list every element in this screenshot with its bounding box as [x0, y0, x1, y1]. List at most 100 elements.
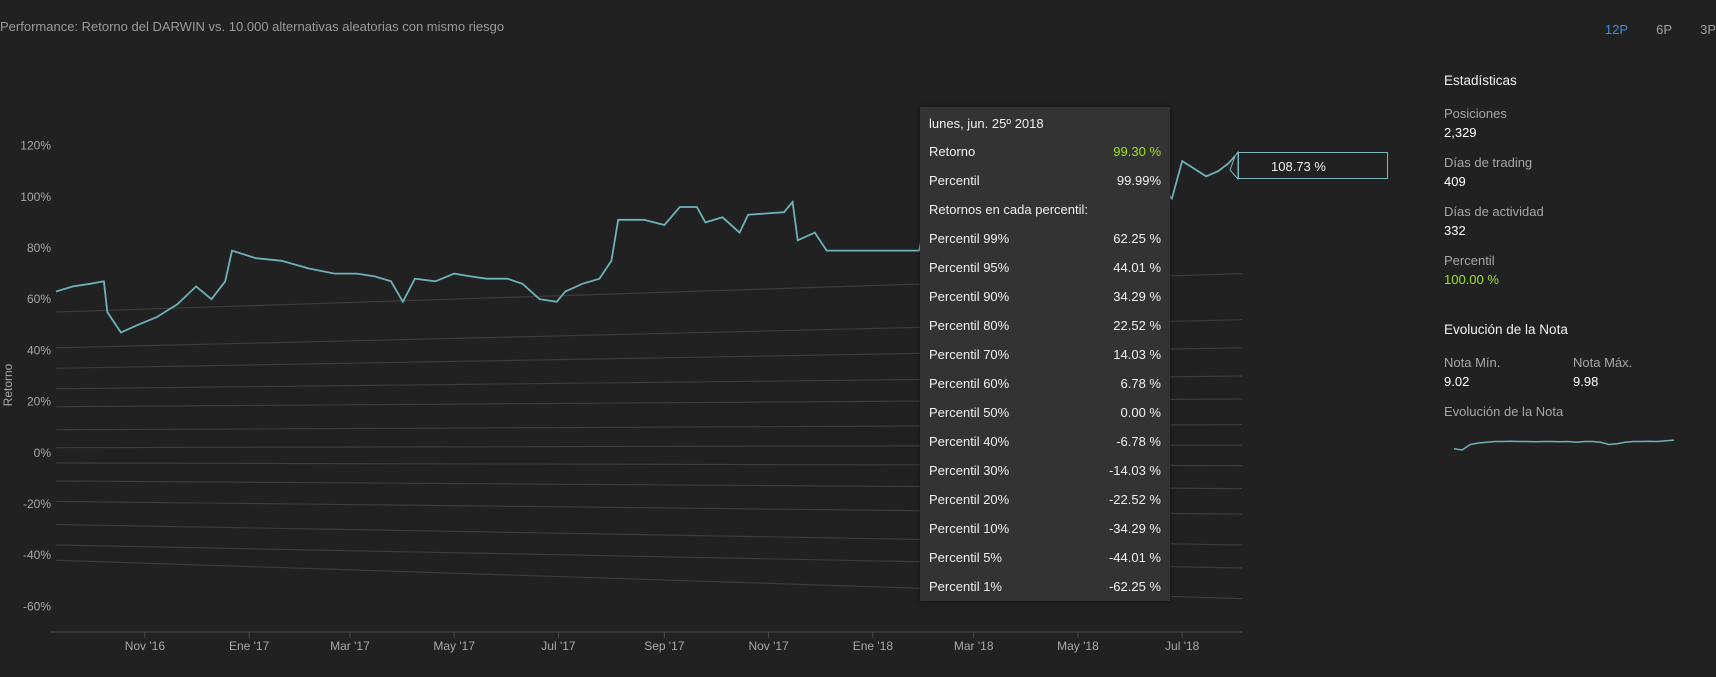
tooltip-date: lunes, jun. 25º 2018: [929, 116, 1044, 131]
tooltip-section-label: Retornos en cada percentil:: [929, 202, 1088, 217]
tooltip-percentile-label: Percentil 40%: [929, 434, 1010, 449]
y-tick-label-3: 0%: [34, 446, 52, 460]
y-tick-label-5: 40%: [27, 343, 51, 357]
dias-trading-label: Días de trading: [1444, 155, 1533, 170]
tooltip-percentile-row: Percentil 30% -14.03 %: [929, 463, 1161, 478]
tooltip-percentile-row: Percentil 80% 22.52 %: [929, 318, 1161, 333]
tooltip-percentile-row: Percentil 40% -6.78 %: [929, 434, 1161, 449]
tooltip-percentile-row: Percentil 70% 14.03 %: [929, 347, 1161, 362]
tooltip-percentile-label: Percentil 10%: [929, 521, 1010, 536]
nota-sparkline: [1453, 439, 1675, 451]
tooltip-percentile-value: -22.52 %: [1108, 492, 1161, 507]
tooltip-percentile-value: -14.03 %: [1108, 463, 1161, 478]
hover-marker: [1229, 150, 1239, 181]
y-tick-label-8: 100%: [20, 190, 51, 204]
period-selector: 12P 6P 3P: [1584, 22, 1716, 37]
nota-min-value: 9.02: [1444, 374, 1470, 389]
nota-heading: Evolución de la Nota: [1444, 322, 1568, 337]
x-tick-label-10: Jul '18: [1165, 639, 1200, 653]
tooltip-percentile-label: Percentil 50%: [929, 405, 1010, 420]
tooltip-percentil-row: Percentil 99.99%: [929, 173, 1161, 188]
tooltip-percentile-label: Percentil 99%: [929, 231, 1010, 246]
y-tick-label-4: 20%: [27, 395, 51, 409]
tooltip-percentile-label: Percentil 70%: [929, 347, 1010, 362]
nota-chart-label: Evolución de la Nota: [1444, 404, 1564, 419]
x-tick-label-1: Ene '17: [229, 639, 270, 653]
period-12p-button[interactable]: 12P: [1604, 22, 1628, 37]
tooltip-percentile-row: Percentil 60% 6.78 %: [929, 376, 1161, 391]
dias-trading-value: 409: [1444, 174, 1466, 189]
dias-actividad-label: Días de actividad: [1444, 204, 1544, 219]
tooltip-percentile-label: Percentil 80%: [929, 318, 1010, 333]
tooltip-percentile-label: Percentil 30%: [929, 463, 1010, 478]
y-tick-label-6: 60%: [27, 292, 51, 306]
y-axis-label: Retorno: [1, 363, 15, 406]
tooltip-percentile-row: Percentil 50% 0.00 %: [929, 405, 1161, 420]
tooltip-percentile-row: Percentil 90% 34.29 %: [929, 289, 1161, 304]
tooltip-percentile-row: Percentil 95% 44.01 %: [929, 260, 1161, 275]
tooltip-percentile-label: Percentil 20%: [929, 492, 1010, 507]
y-tick-label-1: -40%: [23, 548, 51, 562]
tooltip-retorno-row: Retorno 99.30 %: [929, 144, 1161, 159]
tooltip-retorno-label: Retorno: [929, 144, 976, 159]
nota-min-label: Nota Mín.: [1444, 355, 1501, 370]
tooltip-percentile-value: 0.00 %: [1120, 405, 1161, 420]
tooltip-percentile-value: 44.01 %: [1113, 260, 1161, 275]
tooltip-percentile-value: -44.01 %: [1108, 550, 1161, 565]
x-tick-label-3: May '17: [433, 639, 475, 653]
hover-value: 108.73 %: [1271, 159, 1326, 174]
hover-connector: [1229, 150, 1239, 181]
tooltip-percentile-label: Percentil 1%: [929, 579, 1002, 594]
chart-title: Performance: Retorno del DARWIN vs. 10.0…: [0, 19, 505, 34]
tooltip-percentile-value: 62.25 %: [1113, 231, 1161, 246]
y-tick-label-2: -20%: [23, 497, 51, 511]
tooltip-percentile-value: 6.78 %: [1120, 376, 1161, 391]
tooltip-percentile-row: Percentil 5% -44.01 %: [929, 550, 1161, 565]
y-tick-label-9: 120%: [20, 139, 51, 153]
nota-max-label: Nota Máx.: [1573, 355, 1633, 370]
tooltip-percentile-value: -62.25 %: [1108, 579, 1161, 594]
tooltip-percentile-value: 34.29 %: [1113, 289, 1161, 304]
tooltip-percentile-row: Percentil 20% -22.52 %: [929, 492, 1161, 507]
tooltip-percentile-value: 14.03 %: [1113, 347, 1161, 362]
x-tick-label-0: Nov '16: [125, 639, 166, 653]
x-axis-ticks: Nov '16 Ene '17 Mar '17 May '17 Jul '17 Sep '…: [125, 632, 1200, 653]
tooltip-percentile-value: 22.52 %: [1113, 318, 1161, 333]
x-tick-label-8: Mar '18: [954, 639, 994, 653]
posiciones-value: 2,329: [1444, 125, 1477, 140]
tooltip-percentile-row: Percentil 10% -34.29 %: [929, 521, 1161, 536]
nota-max-value: 9.98: [1573, 374, 1599, 389]
chart-tooltip: lunes, jun. 25º 2018 Retorno 99.30 % Per…: [920, 107, 1170, 601]
tooltip-percentil-value: 99.99%: [1116, 173, 1161, 188]
nota-sparkline-line: [1453, 439, 1675, 451]
x-tick-label-6: Nov '17: [748, 639, 789, 653]
period-6p-button[interactable]: 6P: [1656, 22, 1672, 37]
tooltip-percentile-label: Percentil 5%: [929, 550, 1002, 565]
percentil-value: 100.00 %: [1444, 272, 1499, 287]
y-axis-ticks: -60% -40% -20% 0% 20% 40% 60% 80% 100% 120%: [20, 139, 51, 614]
percentil-label: Percentil: [1444, 253, 1495, 268]
x-tick-label-4: Jul '17: [541, 639, 576, 653]
tooltip-retorno-value: 99.30 %: [1113, 144, 1161, 159]
tooltip-percentile-value: -34.29 %: [1108, 521, 1161, 536]
tooltip-percentile-value: -6.78 %: [1116, 434, 1161, 449]
period-3p-button[interactable]: 3P: [1700, 22, 1716, 37]
tooltip-percentil-label: Percentil: [929, 173, 980, 188]
posiciones-label: Posiciones: [1444, 106, 1507, 121]
x-tick-label-5: Sep '17: [644, 639, 685, 653]
stats-heading: Estadísticas: [1444, 73, 1517, 88]
y-tick-label-7: 80%: [27, 241, 51, 255]
tooltip-percentile-row: Percentil 1% -62.25 %: [929, 579, 1161, 594]
tooltip-percentile-label: Percentil 90%: [929, 289, 1010, 304]
tooltip-percentile-label: Percentil 95%: [929, 260, 1010, 275]
y-tick-label-0: -60%: [23, 599, 51, 613]
x-tick-label-7: Ene '18: [853, 639, 894, 653]
tooltip-percentile-label: Percentil 60%: [929, 376, 1010, 391]
tooltip-percentile-row: Percentil 99% 62.25 %: [929, 231, 1161, 246]
tooltip-section-row: Retornos en cada percentil:: [929, 202, 1161, 217]
x-tick-label-9: May '18: [1057, 639, 1099, 653]
hover-value-callout: 108.73 %: [1238, 152, 1388, 179]
x-tick-label-2: Mar '17: [330, 639, 370, 653]
tooltip-date-row: lunes, jun. 25º 2018: [929, 116, 1161, 131]
dias-actividad-value: 332: [1444, 223, 1466, 238]
